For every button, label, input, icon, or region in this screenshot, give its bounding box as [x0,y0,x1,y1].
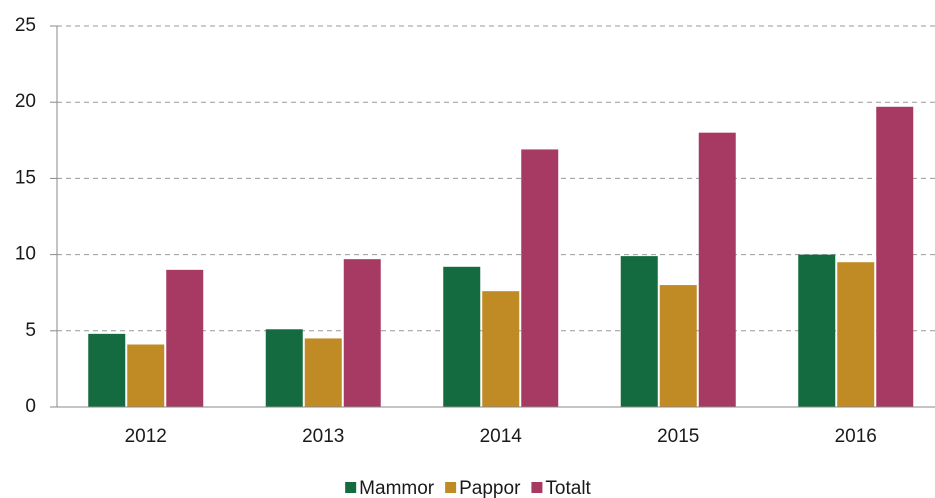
y-tick-label: 5 [25,320,36,341]
bar [304,338,342,407]
legend-label: Totalt [545,478,591,498]
y-tick-label: 25 [15,15,36,36]
bar [521,149,559,407]
x-tick-label: 2016 [835,426,877,447]
y-tick-label: 10 [15,244,36,265]
bar [166,269,204,407]
bar [88,333,126,407]
x-tick-label: 2014 [480,426,523,447]
legend-swatch [345,482,357,493]
legend-swatch [445,482,457,493]
bar [127,344,165,407]
bar [620,256,658,407]
legend-swatch [531,482,543,493]
legend-label: Mammor [359,478,435,498]
bar [659,285,697,407]
legend-label: Pappor [459,478,521,498]
bar [876,106,914,407]
y-tick-label: 20 [15,91,36,112]
bar [482,291,520,407]
bar [698,132,736,407]
bar [443,266,481,407]
bar [343,259,381,407]
y-tick-label: 15 [15,167,36,188]
x-tick-label: 2015 [657,426,699,447]
x-tick-label: 2013 [302,426,344,447]
y-tick-label: 0 [25,396,36,417]
bar [265,329,303,407]
bar [798,254,836,407]
x-tick-label: 2012 [125,426,167,447]
bar [837,262,875,407]
